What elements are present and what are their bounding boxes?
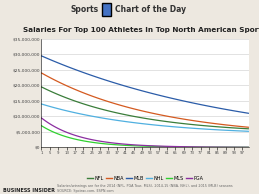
Legend: NFL, NBA, MLB, NHL, MLS, PGA: NFL, NBA, MLB, NHL, MLS, PGA: [85, 174, 205, 183]
Text: Salaries For Top 100 Athletes In Top North American Sports: Salaries For Top 100 Athletes In Top Nor…: [24, 27, 259, 33]
Text: Sports: Sports: [70, 5, 98, 14]
Text: Chart of the Day: Chart of the Day: [115, 5, 186, 14]
FancyBboxPatch shape: [102, 3, 111, 16]
Text: Salaries/winnings are for the 2014 (NFL, PGA Tour, MLS), 2014-15 (NBA, NHL), and: Salaries/winnings are for the 2014 (NFL,…: [57, 184, 233, 193]
Text: BUSINESS INSIDER: BUSINESS INSIDER: [3, 188, 54, 193]
